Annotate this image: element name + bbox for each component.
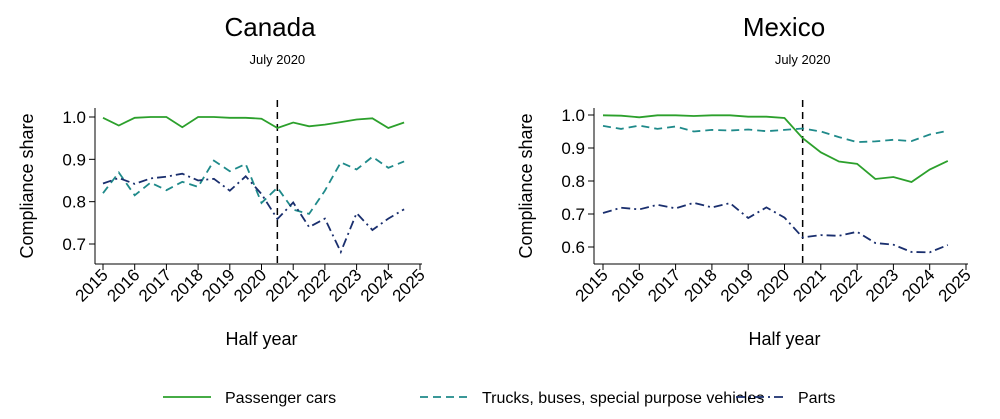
panel-mexico: Mexico 0.6 0.7 0.8 0.9 1.0 Compliance share 201… <box>516 12 975 349</box>
y-tick-label: 0.9 <box>561 139 585 158</box>
series-trucks-line <box>602 124 948 144</box>
x-tick-label: 2018 <box>167 265 207 305</box>
y-tick-label: 0.7 <box>561 205 585 224</box>
y-tick-label: 0.8 <box>62 193 86 212</box>
series-passenger-line <box>102 116 405 129</box>
x-tick-label: 2015 <box>72 265 112 305</box>
x-tick-label: 2019 <box>198 265 238 305</box>
x-tick-label: 2020 <box>230 265 270 305</box>
series-parts-line <box>602 201 949 254</box>
x-tick-label: 2025 <box>935 265 975 305</box>
y-axis-label: Compliance share <box>17 113 37 258</box>
y-tick-label: 1.0 <box>561 106 585 125</box>
x-tick-label: 2019 <box>717 265 757 305</box>
x-tick-label: 2022 <box>294 265 334 305</box>
july-2020-label: July 2020 <box>775 52 831 67</box>
y-axis-label: Compliance share <box>516 113 536 258</box>
legend-label: Trucks, buses, special purpose vehicles <box>482 390 764 407</box>
x-tick-label: 2020 <box>753 265 793 305</box>
x-tick-label: 2016 <box>103 265 143 305</box>
y-tick-label: 0.9 <box>62 150 86 169</box>
series-passenger-line <box>602 114 949 183</box>
chart-title: Canada <box>224 12 316 42</box>
y-tick-label: 0.6 <box>561 238 585 257</box>
series-trucks-line <box>102 155 405 215</box>
x-tick-label: 2015 <box>572 265 612 305</box>
x-axis-label: Half year <box>748 329 820 349</box>
y-tick-label: 0.7 <box>62 235 86 254</box>
legend: Passenger cars Trucks, buses, special pur… <box>163 390 835 407</box>
x-tick-label: 2023 <box>325 265 365 305</box>
x-tick-label: 2021 <box>262 265 302 305</box>
legend-label: Parts <box>798 390 835 407</box>
x-tick-label: 2018 <box>681 265 721 305</box>
y-tick-label: 1.0 <box>62 108 86 127</box>
x-tick-label: 2024 <box>357 265 397 305</box>
x-axis-label: Half year <box>225 329 297 349</box>
x-tick-label: 2021 <box>789 265 829 305</box>
x-tick-label: 2024 <box>898 265 938 305</box>
july-2020-label: July 2020 <box>250 52 306 67</box>
x-tick-label: 2025 <box>389 265 429 305</box>
x-tick-label: 2017 <box>135 265 175 305</box>
chart-title: Mexico <box>743 12 825 42</box>
x-tick-label: 2017 <box>644 265 684 305</box>
x-tick-label: 2016 <box>608 265 648 305</box>
legend-label: Passenger cars <box>225 390 336 407</box>
x-tick-label: 2023 <box>862 265 902 305</box>
y-tick-label: 0.8 <box>561 172 585 191</box>
x-tick-label: 2022 <box>826 265 866 305</box>
